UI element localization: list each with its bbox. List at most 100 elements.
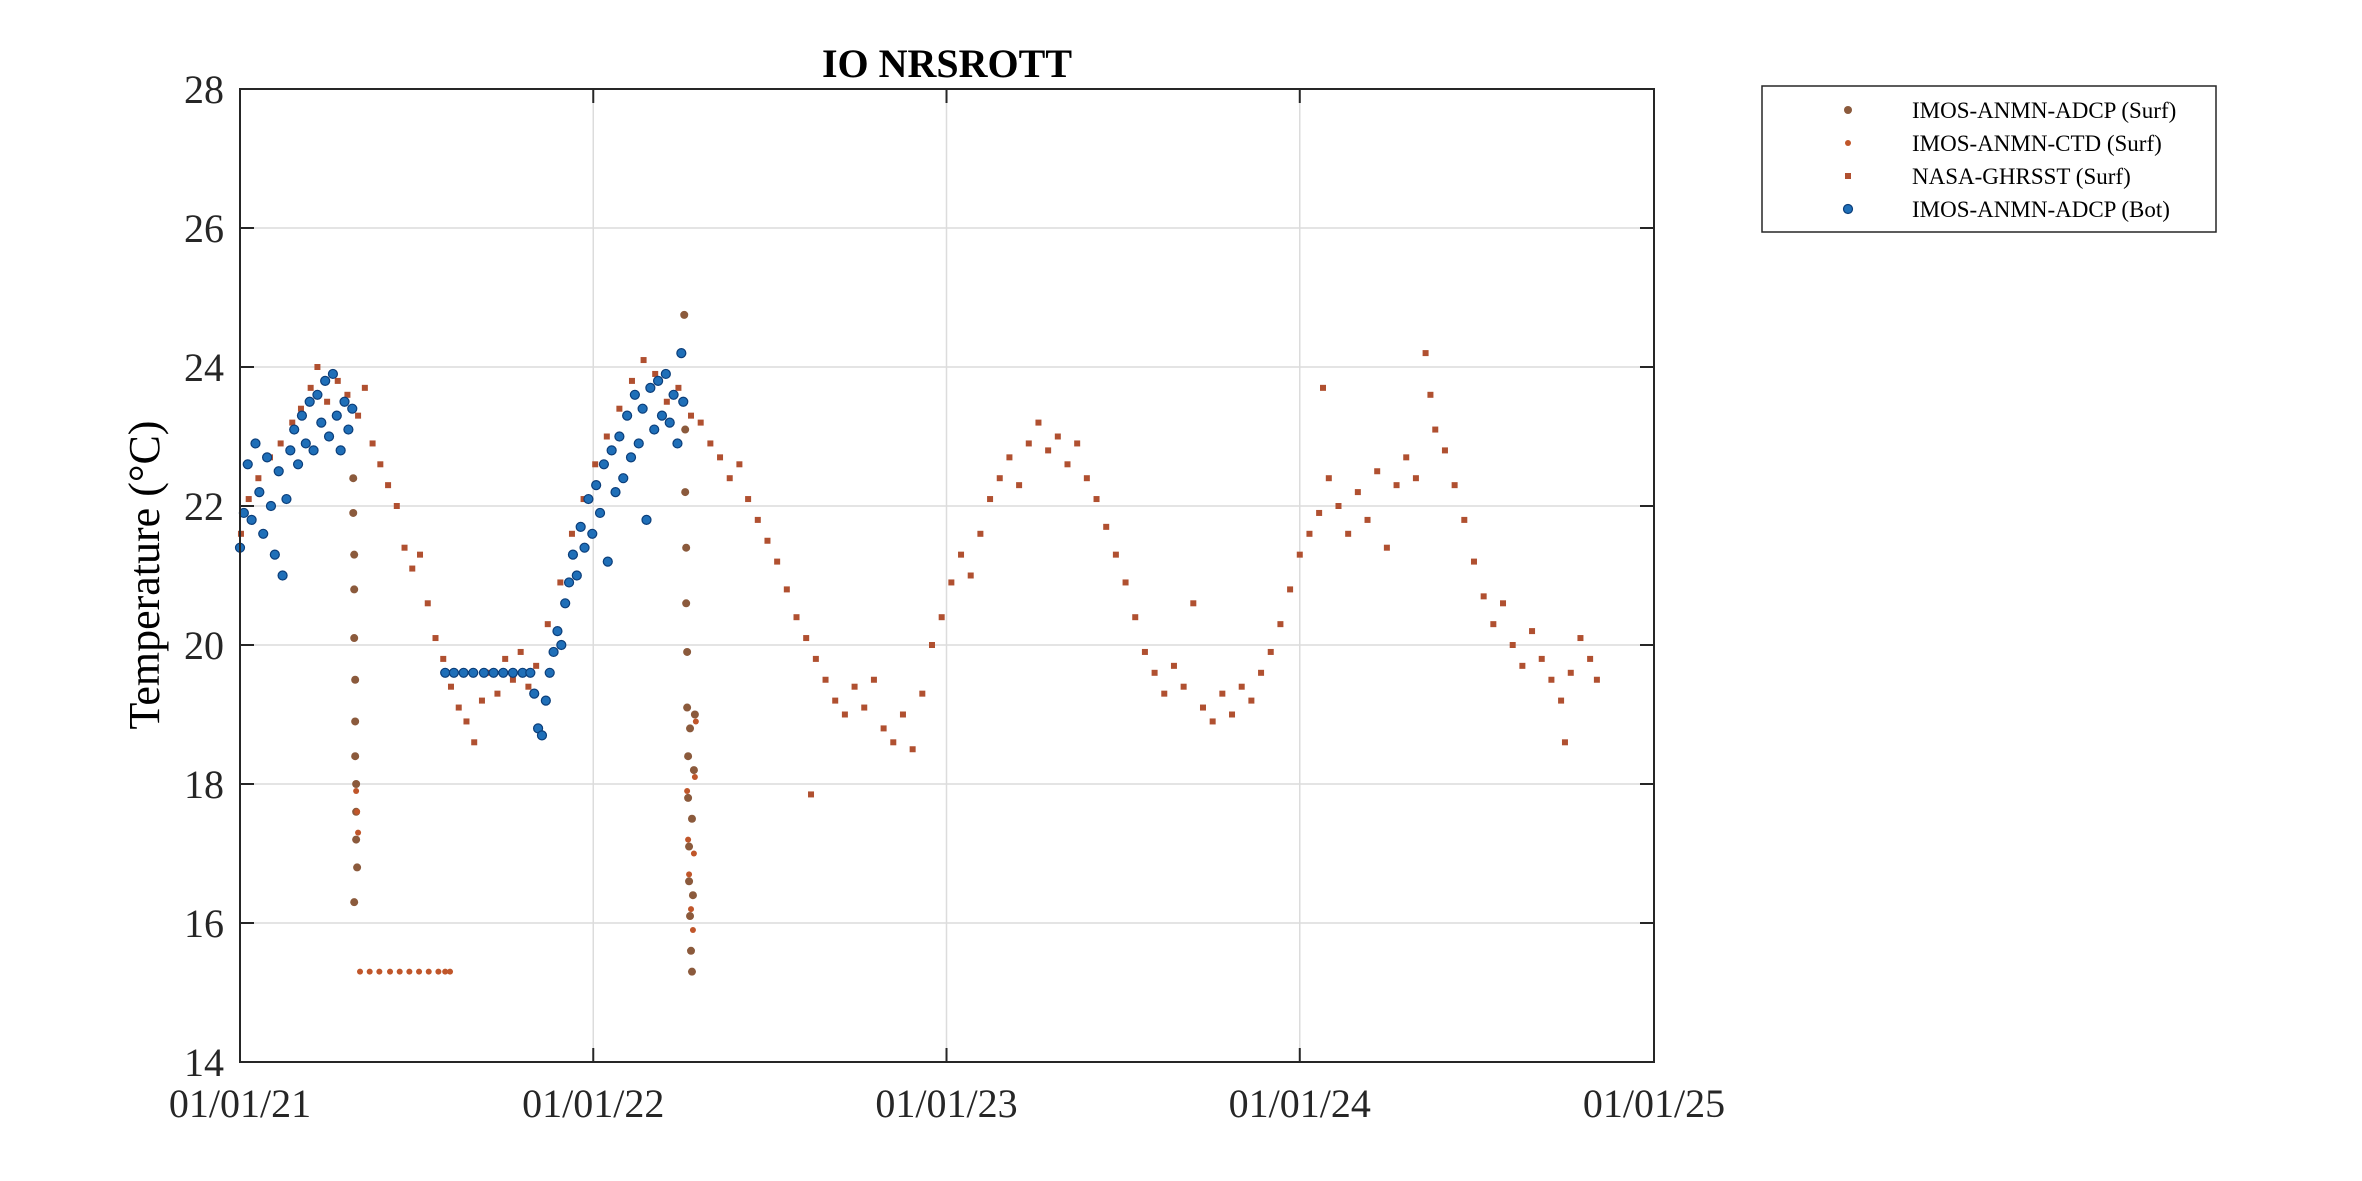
data-point [525,667,536,678]
data-point [312,389,323,400]
data-point [622,410,633,421]
data-point [349,508,358,517]
legend: IMOS-ANMN-ADCP (Surf) IMOS-ANMN-CTD (Surf… [1761,85,2217,233]
data-point [376,968,383,975]
data-point [331,410,342,421]
data-point [822,676,829,683]
data-point [625,452,637,463]
data-point [1306,530,1313,537]
data-point [416,968,423,975]
data-point [369,440,376,447]
data-point [316,417,327,428]
data-point [401,544,408,551]
data-point [289,419,296,426]
axis-tick-labels: 01/01/21 01/01/22 01/01/23 01/01/24 01/01/25… [169,67,1725,1126]
data-point [1538,655,1545,662]
data-point [529,688,540,699]
data-point [652,370,659,377]
data-point [812,655,819,662]
data-point [707,440,714,447]
data-point [686,912,695,921]
data-point [689,766,698,775]
data-point [409,565,416,572]
data-point [684,793,693,802]
data-point [684,787,691,794]
data-point [447,683,454,690]
data-point [478,667,489,678]
data-point [324,398,331,405]
data-point [691,774,698,781]
data-point [255,475,262,482]
data-point [1093,496,1100,503]
data-point [1427,391,1434,398]
data-point [265,500,277,512]
data-point [250,438,261,449]
data-point [587,528,598,539]
data-point [349,474,358,483]
data-point [353,787,360,794]
data-point [1296,551,1303,558]
data-point [668,389,679,400]
data-point [1190,600,1197,607]
y-tick-label: 22 [184,484,224,529]
data-point [680,310,689,319]
data-point [987,496,994,503]
data-point [682,599,691,608]
data-point [1567,669,1574,676]
data-point [334,377,341,384]
data-point [726,475,733,482]
data-point [1412,475,1419,482]
data-point [687,814,696,823]
data-point [1500,600,1507,607]
data-point [1064,461,1071,468]
data-point [774,558,781,565]
data-point [803,635,810,642]
data-point [350,898,359,907]
data-point [350,634,359,643]
data-point [579,542,590,553]
grid [240,89,1654,1062]
data-point [1403,454,1410,461]
data-point [687,946,696,955]
data-point [1025,440,1032,447]
data-point [1519,662,1526,669]
y-tick-label: 20 [184,623,224,668]
data-point [808,791,815,798]
data-point [745,496,752,503]
data-point [1364,516,1371,523]
data-point [1141,648,1148,655]
data-point [649,424,660,435]
data-point [1045,447,1052,454]
y-tick-label: 18 [184,762,224,807]
data-point [335,445,346,456]
data-point [664,417,675,428]
data-point [676,348,687,359]
data-point [675,384,682,391]
data-point [996,475,1003,482]
data-point [352,835,361,844]
data-point [277,570,288,581]
data-point [948,579,955,586]
data-point [633,438,644,449]
data-point [1122,579,1129,586]
y-tick-label: 28 [184,67,224,112]
data-point [683,647,692,656]
data-point [880,725,887,732]
data-point [1480,593,1487,600]
data-point [938,614,945,621]
data-point [447,968,454,975]
data-point [258,528,269,539]
data-point [684,752,693,761]
data-point [1132,614,1139,621]
data-point [273,466,284,477]
data-point [1441,447,1448,454]
data-point [688,906,695,913]
data-point [594,507,606,519]
y-tick-label: 14 [184,1040,224,1085]
data-point [1170,662,1177,669]
data-point [285,445,296,456]
data-point [385,482,392,489]
data-point [525,683,532,690]
data-point [1561,739,1568,746]
